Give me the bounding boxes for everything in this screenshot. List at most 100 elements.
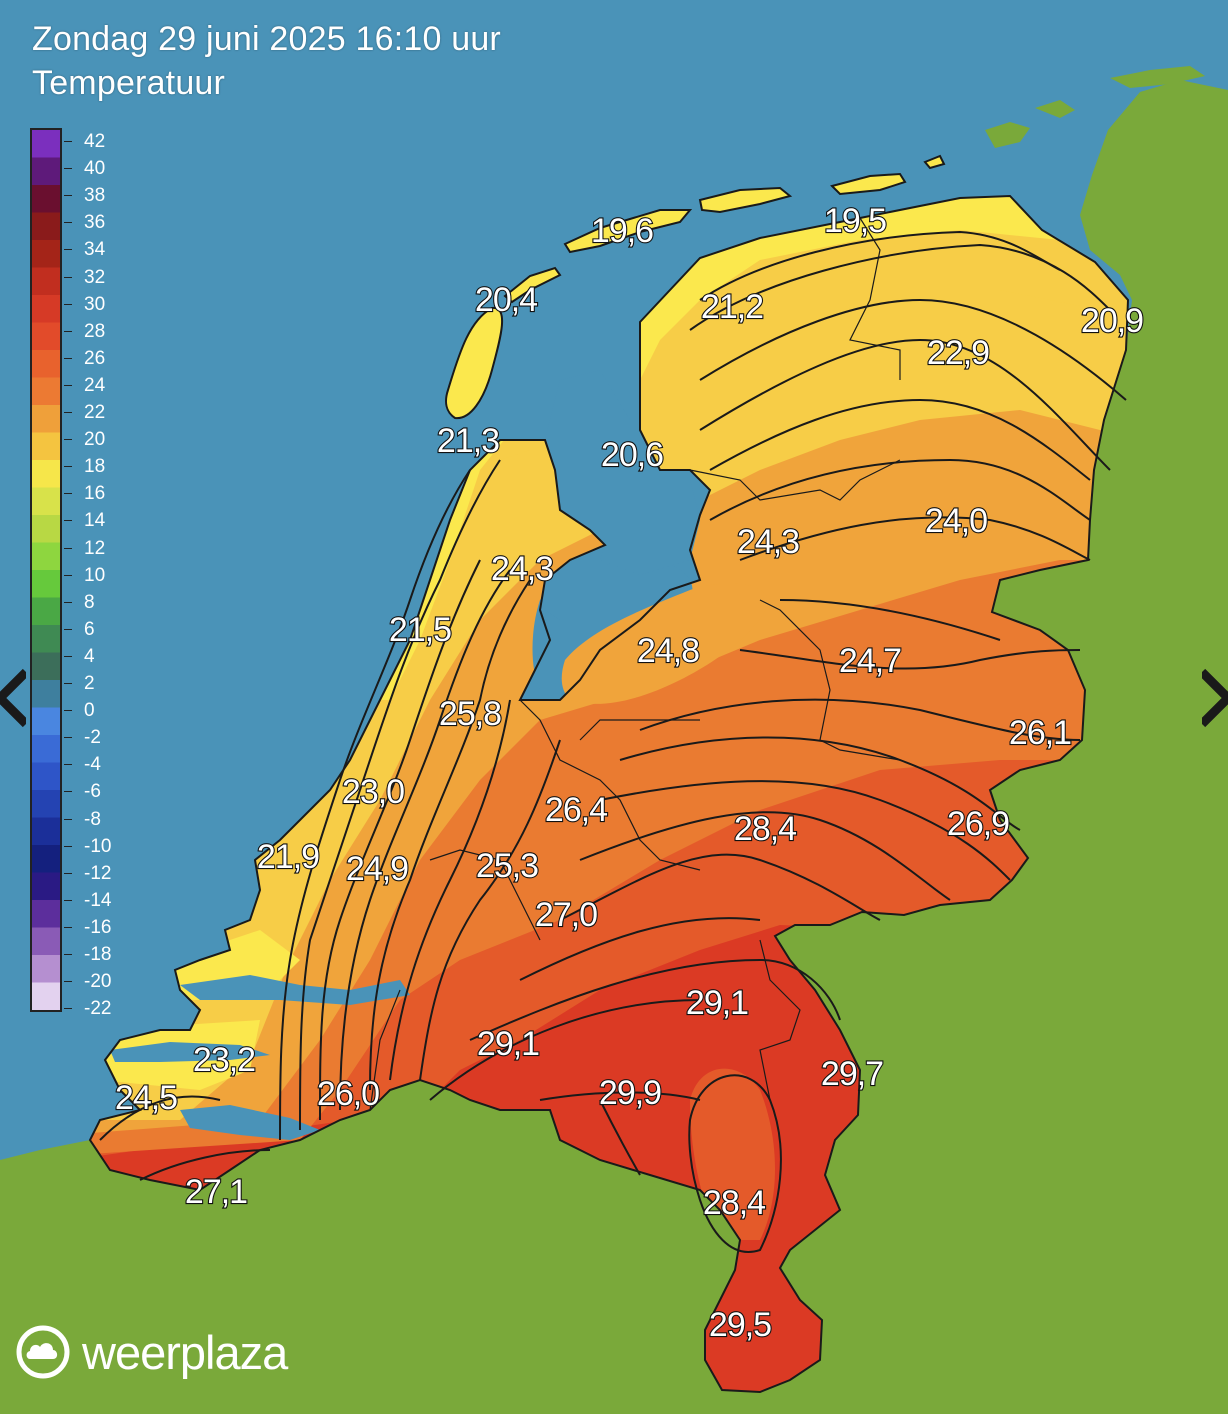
- legend-tick: [64, 249, 72, 251]
- legend-label: -12: [84, 862, 112, 884]
- temperature-label: 29,1: [477, 1025, 539, 1063]
- legend-label: -14: [84, 889, 112, 911]
- temperature-labels: 19,6 19,5 20,4 21,2 20,9 22,9 21,3 20,6 24,0 24,3…: [114, 201, 1145, 1345]
- legend-tick: [64, 276, 72, 278]
- island-rottumeroog: [923, 154, 946, 170]
- temperature-label: 24,9: [346, 850, 408, 888]
- flevoland-land: [561, 583, 770, 704]
- legend-tick: [64, 466, 72, 468]
- zeeland-estuary-3: [180, 975, 410, 1005]
- temperature-label: 21,2: [701, 288, 763, 326]
- temperature-label: 29,1: [686, 984, 748, 1022]
- legend-tick: [64, 412, 72, 413]
- legend-label: 6: [84, 618, 95, 640]
- legend-tick: [64, 547, 72, 549]
- chevron-right-icon[interactable]: [1198, 664, 1228, 760]
- temperature-label: 23,2: [193, 1041, 255, 1079]
- legend-label: 0: [84, 700, 95, 722]
- legend-label: 32: [84, 266, 106, 288]
- legend-tick: [64, 981, 72, 983]
- temperature-legend: 42 40 38 36 34 32 30 28 26 24 22 20 18 16 14 12 10 8 6 4 2 0-…: [30, 128, 130, 1018]
- island-schiermonnikoog: [830, 172, 907, 196]
- legend-tick: [64, 818, 72, 820]
- temperature-label: 25,8: [439, 695, 501, 733]
- legend-label: -2: [84, 727, 101, 749]
- legend-label: -10: [84, 835, 112, 857]
- legend-tick: [64, 1008, 72, 1010]
- temperature-label: 19,5: [824, 202, 886, 240]
- legend-label: 20: [84, 429, 106, 451]
- island-texel: [445, 306, 504, 420]
- temperature-label: 21,3: [437, 422, 499, 460]
- legend-tick: [64, 899, 72, 901]
- temperature-label: 26,0: [317, 1075, 379, 1113]
- legend-color-bar: [30, 128, 62, 1012]
- temperature-label: 22,9: [927, 334, 989, 372]
- chevron-left-icon[interactable]: [0, 664, 30, 760]
- temperature-label: 28,4: [703, 1184, 765, 1222]
- temperature-label: 26,1: [1009, 714, 1071, 752]
- land-germany: [0, 80, 1228, 1414]
- legend-label: 2: [84, 673, 95, 694]
- weerplaza-logo[interactable]: weerplaza: [16, 1322, 288, 1382]
- temperature-label: 26,9: [947, 805, 1009, 843]
- legend-tick: [64, 222, 72, 224]
- legend-label: 24: [84, 374, 106, 396]
- temperature-label: 29,5: [709, 1306, 771, 1344]
- temperature-label: 27,0: [535, 896, 597, 934]
- temperature-label: 26,4: [545, 791, 607, 829]
- legend-tick: [64, 954, 72, 955]
- temperature-label: 19,6: [591, 212, 653, 250]
- legend-tick: [64, 520, 72, 522]
- legend-tick: [64, 764, 72, 766]
- legend-label: 30: [84, 293, 106, 315]
- zeeland-estuary-2: [110, 1042, 270, 1062]
- legend-label: 18: [84, 456, 106, 478]
- temperature-label: 25,3: [476, 847, 538, 885]
- temperature-label: 20,6: [601, 436, 663, 474]
- temperature-label: 21,9: [257, 838, 319, 876]
- legend-label: -6: [84, 781, 101, 803]
- temperature-label: 27,1: [185, 1173, 247, 1211]
- zeeland-estuary-1: [180, 1105, 320, 1140]
- isotherm-lines: [99, 230, 1127, 1253]
- temperature-label: 21,5: [389, 611, 451, 649]
- legend-tick: [64, 574, 72, 576]
- island-vlieland: [503, 266, 562, 304]
- temperature-label: 29,7: [821, 1055, 883, 1093]
- temperature-label: 24,7: [839, 642, 901, 680]
- temperature-label: 24,3: [491, 550, 553, 588]
- map-datetime-title: Zondag 29 juni 2025 16:10 uur: [32, 20, 501, 58]
- brand-name: weerplaza: [82, 1325, 288, 1379]
- legend-label: 8: [84, 591, 95, 613]
- province-borders: [369, 217, 901, 1111]
- legend-label: 14: [84, 510, 106, 532]
- legend-label: -22: [84, 998, 112, 1020]
- temperature-label: 20,4: [475, 281, 537, 319]
- legend-label: -4: [84, 754, 101, 776]
- legend-tick: [64, 384, 72, 386]
- temperature-label: 28,4: [734, 810, 796, 848]
- temperature-label: 20,9: [1081, 302, 1143, 340]
- legend-label: 10: [84, 564, 106, 586]
- legend-tick: [64, 737, 72, 739]
- netherlands-outline: [88, 194, 1130, 1394]
- legend-tick: [64, 710, 72, 712]
- legend-tick: [64, 168, 72, 170]
- legend-tick: [64, 683, 72, 684]
- legend-tick: [64, 357, 72, 359]
- land-germany-coast-islands: [985, 66, 1205, 148]
- legend-label: 42: [84, 131, 106, 152]
- cloud-circle-icon: [16, 1325, 70, 1379]
- island-terschelling: [563, 209, 693, 254]
- legend-label: -8: [84, 808, 101, 830]
- legend-label: -18: [84, 944, 112, 965]
- legend-label: 16: [84, 483, 106, 505]
- legend-tick: [64, 330, 72, 332]
- legend-label: 4: [84, 645, 95, 667]
- legend-tick: [64, 845, 72, 847]
- temperature-label: 24,0: [925, 502, 987, 540]
- legend-tick: [64, 628, 72, 630]
- legend-label: -16: [84, 916, 112, 938]
